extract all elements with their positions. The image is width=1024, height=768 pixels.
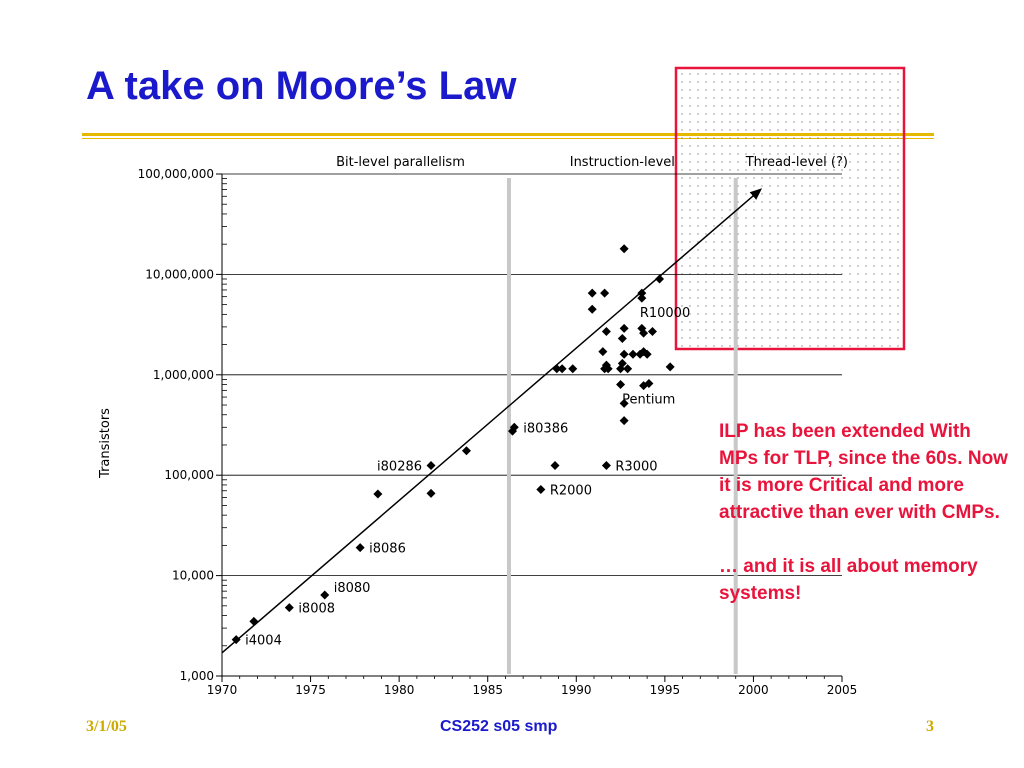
side-note: ILP has been extended With MPs for TLP, … bbox=[719, 418, 1009, 607]
x-tick-label: 1990 bbox=[561, 683, 592, 697]
point-label: R3000 bbox=[615, 459, 657, 474]
data-point bbox=[617, 333, 627, 343]
thread-level-highlight-box bbox=[674, 66, 906, 351]
point-label: i4004 bbox=[245, 634, 282, 649]
data-point bbox=[616, 380, 626, 390]
data-point bbox=[550, 460, 560, 470]
data-point bbox=[557, 364, 567, 374]
data-point bbox=[284, 603, 294, 613]
footer-course: CS252 s05 smp bbox=[440, 718, 558, 735]
data-point bbox=[642, 349, 652, 359]
data-point bbox=[637, 293, 647, 303]
data-point bbox=[536, 485, 546, 495]
data-point bbox=[623, 364, 633, 374]
title-rule-thick bbox=[82, 133, 934, 136]
footer-date: 3/1/05 bbox=[86, 718, 127, 735]
era-label: Thread-level (?) bbox=[745, 155, 848, 170]
data-point bbox=[647, 326, 657, 336]
y-tick-label: 10,000,000 bbox=[145, 267, 214, 281]
data-point bbox=[249, 616, 259, 626]
point-label: i80286 bbox=[377, 459, 422, 474]
grid-lines bbox=[222, 173, 842, 576]
data-point bbox=[619, 416, 629, 426]
slide-title: A take on Moore’s Law bbox=[86, 64, 517, 108]
axes: 1,000 10,000 100,000 1,000,000 10,000,000 100… bbox=[98, 167, 857, 697]
data-point bbox=[598, 347, 608, 357]
footer-page-number: 3 bbox=[926, 718, 934, 735]
era-label: Bit-level parallelism bbox=[336, 155, 465, 170]
y-tick-label: 10,000 bbox=[172, 569, 214, 583]
data-point bbox=[587, 304, 597, 314]
point-label: i8080 bbox=[334, 581, 371, 596]
data-point bbox=[509, 422, 519, 432]
note-gap bbox=[719, 526, 1009, 553]
x-tick-label: 2000 bbox=[738, 683, 769, 697]
data-point bbox=[426, 488, 436, 498]
data-point bbox=[426, 460, 436, 470]
x-tick-label: 2005 bbox=[827, 683, 858, 697]
era-label: Instruction-level bbox=[570, 155, 675, 170]
x-tick-label: 1995 bbox=[650, 683, 681, 697]
data-points bbox=[231, 244, 675, 645]
data-point bbox=[461, 446, 471, 456]
y-tick-label: 1,000,000 bbox=[153, 368, 214, 382]
y-tick-label: 100,000,000 bbox=[138, 167, 214, 181]
data-point bbox=[373, 489, 383, 499]
data-point bbox=[619, 398, 629, 408]
era-boundaries: Bit-level parallelism Instruction-level Th… bbox=[336, 155, 848, 674]
data-point bbox=[637, 288, 647, 298]
point-label: i8086 bbox=[369, 542, 406, 557]
data-point bbox=[617, 358, 627, 368]
data-point bbox=[619, 349, 629, 359]
y-axis-title: Transistors bbox=[98, 408, 113, 479]
note-paragraph-memory: … and it is all about memory systems! bbox=[719, 556, 978, 604]
trend-line bbox=[221, 188, 763, 654]
y-tick-label: 1,000 bbox=[180, 669, 214, 683]
x-tick-label: 1975 bbox=[295, 683, 326, 697]
point-labels: i4004 i8008 i8080 i8086 i80286 i80386 R2000 R30… bbox=[245, 306, 690, 649]
data-point bbox=[603, 364, 613, 374]
x-tick-label: 1980 bbox=[384, 683, 415, 697]
y-tick-label: 100,000 bbox=[164, 468, 214, 482]
point-label: i80386 bbox=[523, 421, 568, 436]
title-rule-thin bbox=[82, 138, 934, 139]
data-point bbox=[655, 274, 665, 284]
data-point bbox=[355, 543, 365, 553]
data-point bbox=[568, 364, 578, 374]
note-paragraph-ilp: ILP has been extended With MPs for TLP, … bbox=[719, 421, 1008, 523]
data-point bbox=[644, 378, 654, 388]
data-point bbox=[628, 349, 638, 359]
data-point bbox=[601, 460, 611, 470]
point-label: Pentium bbox=[622, 393, 675, 408]
x-tick-label: 1970 bbox=[207, 683, 238, 697]
point-label: R2000 bbox=[550, 484, 592, 499]
data-point bbox=[231, 635, 241, 645]
data-point bbox=[600, 288, 610, 298]
data-point bbox=[619, 323, 629, 333]
data-point bbox=[320, 590, 330, 600]
point-label: i8008 bbox=[298, 602, 335, 617]
data-point bbox=[619, 244, 629, 254]
data-point bbox=[552, 364, 562, 374]
point-label: R10000 bbox=[640, 306, 690, 321]
x-tick-label: 1985 bbox=[472, 683, 503, 697]
data-point bbox=[601, 326, 611, 336]
data-point bbox=[587, 288, 597, 298]
trend-arrow bbox=[221, 188, 763, 654]
data-point bbox=[639, 328, 649, 338]
data-point bbox=[665, 362, 675, 372]
